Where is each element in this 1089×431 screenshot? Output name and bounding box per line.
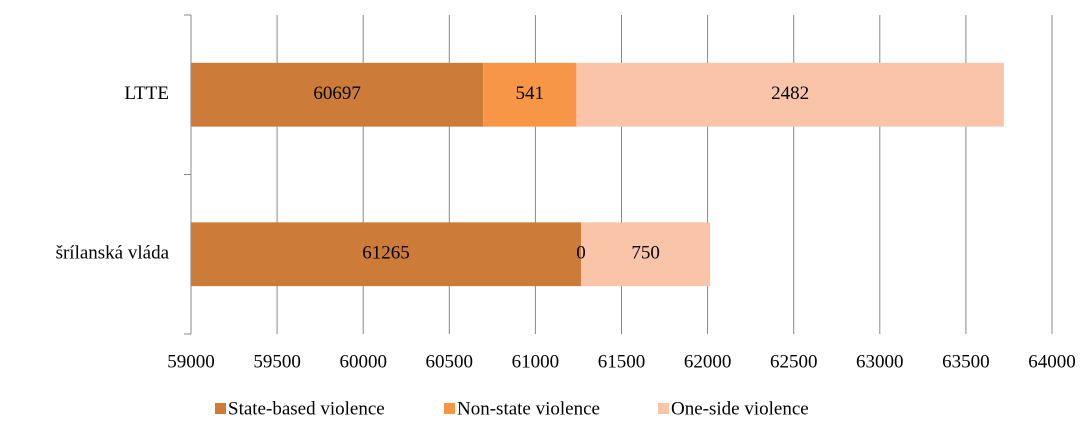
- x-tick-label: 60500: [426, 351, 474, 372]
- x-tick-label: 59500: [253, 351, 301, 372]
- legend-swatch: [444, 403, 455, 414]
- data-label: 2482: [771, 83, 809, 104]
- x-tick-label: 60000: [339, 351, 387, 372]
- x-tick-label: 61500: [598, 351, 646, 372]
- legend-label: One-side violence: [671, 398, 809, 419]
- x-tick-label: 62000: [684, 351, 732, 372]
- x-tick-label: 62500: [770, 351, 818, 372]
- y-tick-label: LTTE: [124, 83, 169, 104]
- data-label: 0: [576, 243, 586, 264]
- data-label: 61265: [362, 243, 410, 264]
- data-label: 541: [516, 83, 545, 104]
- x-tick-label: 61000: [512, 351, 560, 372]
- legend-label: State-based violence: [228, 398, 385, 419]
- legend-label: Non-state violence: [457, 398, 600, 419]
- x-tick-label: 64000: [1028, 351, 1076, 372]
- x-tick-label: 59000: [167, 351, 215, 372]
- bar-segment: [581, 222, 711, 287]
- bar-segment: [483, 62, 577, 127]
- data-label: 60697: [313, 83, 361, 104]
- x-tick-label: 63500: [942, 351, 990, 372]
- data-label: 750: [631, 243, 660, 264]
- bar-segment: [191, 62, 484, 127]
- legend-swatch: [658, 403, 669, 414]
- bar-segment: [576, 62, 1004, 127]
- x-tick-label: 63000: [856, 351, 904, 372]
- y-tick-label: šrílanská vláda: [56, 243, 170, 264]
- legend-swatch: [215, 403, 226, 414]
- bar-segment: [191, 222, 582, 287]
